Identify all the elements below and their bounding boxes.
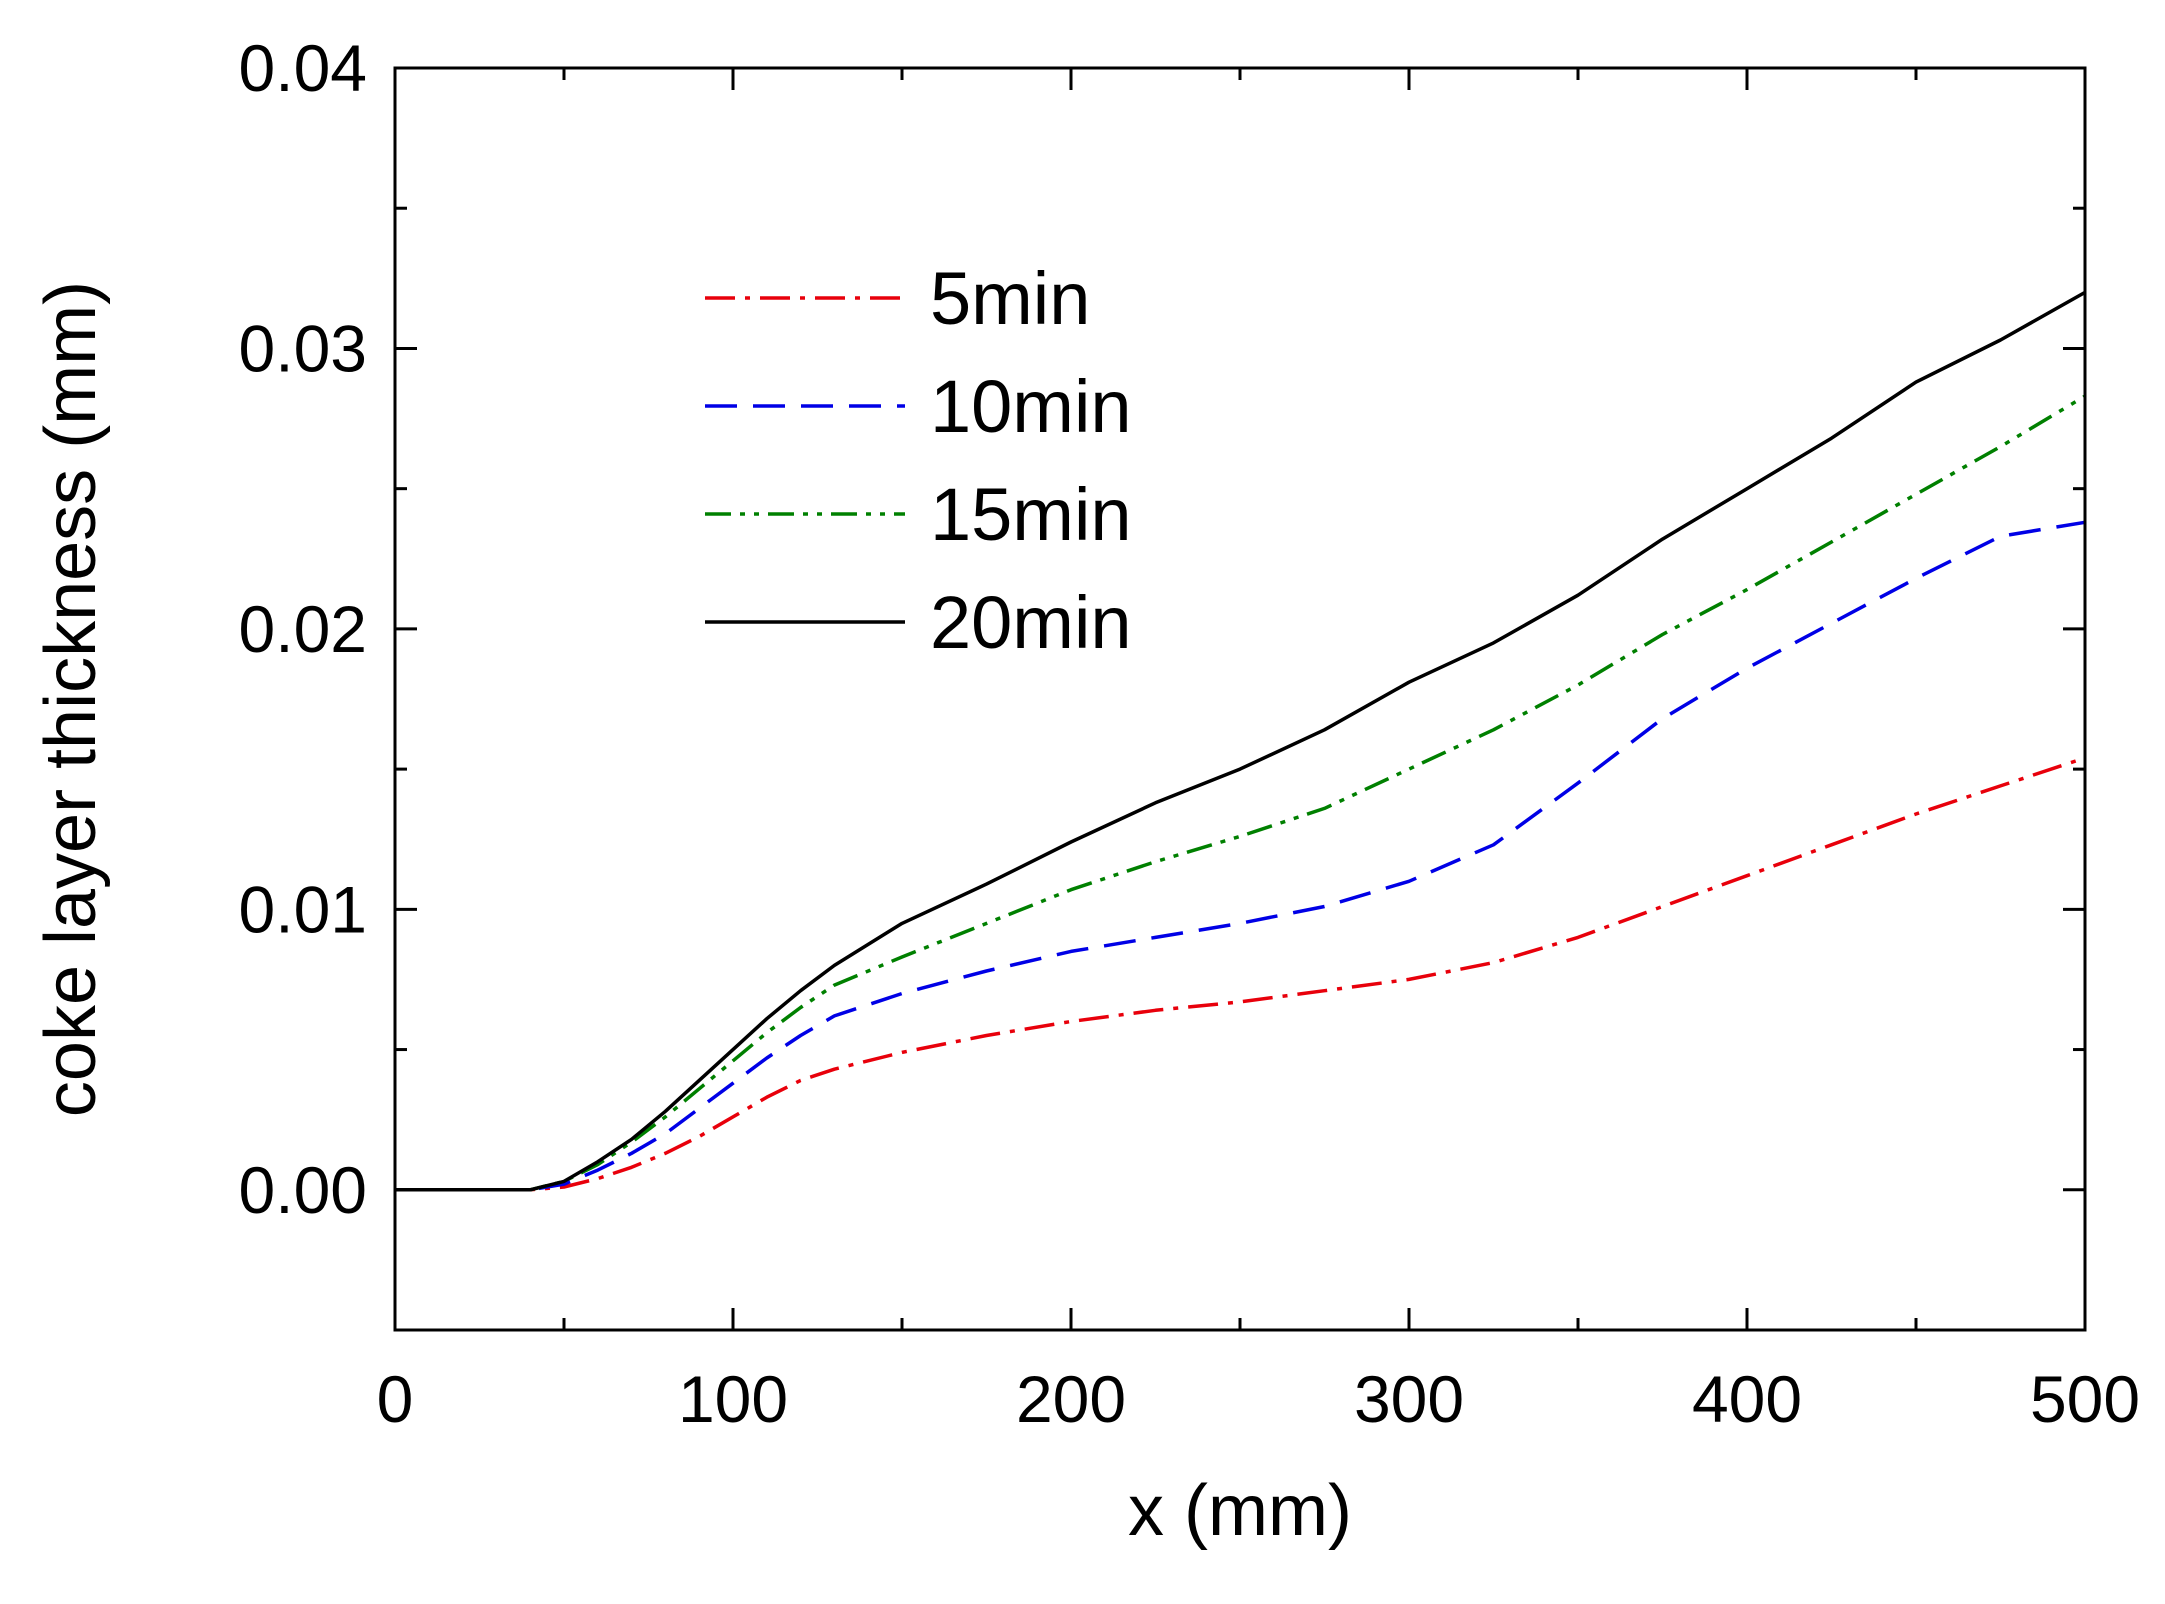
legend: 5min 10min 15min 20min — [705, 257, 1132, 664]
series-line-15min — [395, 394, 2086, 1192]
series-layer — [395, 290, 2086, 1192]
x-tick-label: 300 — [1354, 1362, 1464, 1436]
x-tick-label: 500 — [2030, 1362, 2140, 1436]
legend-label-10min: 10min — [930, 365, 1132, 448]
legend-label-15min: 15min — [930, 473, 1132, 556]
legend-label-5min: 5min — [930, 257, 1090, 340]
x-tick-label: 400 — [1692, 1362, 1802, 1436]
y-tick-label: 0.04 — [239, 31, 367, 105]
series-line-10min — [395, 520, 2086, 1192]
ticks-layer: 0 100 200 300 400 500 0.00 0.01 0.02 0.03 0.04 — [239, 31, 2141, 1436]
y-tick-label: 0.00 — [239, 1153, 367, 1227]
series-line-5min — [395, 756, 2086, 1192]
x-tick-label: 200 — [1016, 1362, 1126, 1436]
y-tick-label: 0.03 — [239, 311, 367, 385]
y-tick-label: 0.02 — [239, 592, 367, 666]
x-tick-label: 100 — [678, 1362, 788, 1436]
x-tick-label: 0 — [377, 1362, 414, 1436]
legend-label-20min: 20min — [930, 581, 1132, 664]
series-line-20min — [395, 290, 2086, 1192]
y-axis-title: coke layer thickness (mm) — [31, 281, 111, 1117]
x-axis-title: x (mm) — [1128, 1471, 1352, 1551]
plot-frame — [393, 66, 2087, 1332]
y-tick-label: 0.01 — [239, 872, 367, 946]
